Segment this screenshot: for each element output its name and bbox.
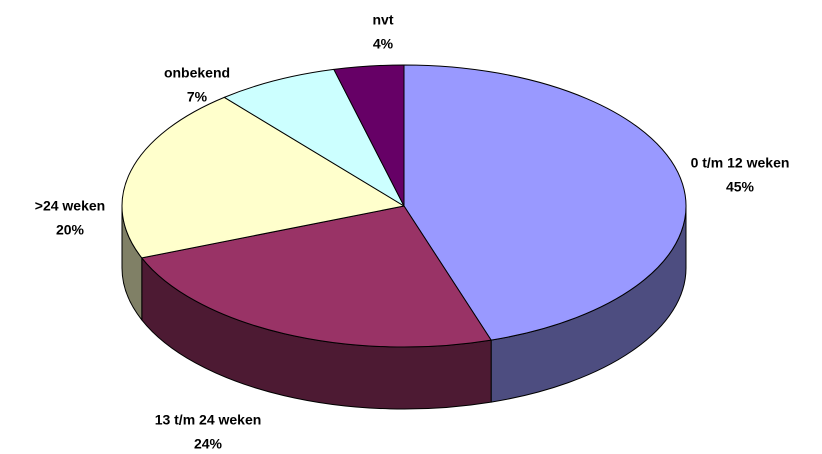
slice-value-label: 4%	[373, 36, 394, 52]
slice	[333, 64, 405, 207]
slice-value-label: 20%	[56, 222, 85, 238]
slice	[141, 205, 492, 348]
slice	[403, 64, 687, 341]
slice-value-label: 45%	[726, 179, 755, 195]
slice-label: 13 t/m 24 weken	[155, 412, 262, 428]
slice	[223, 68, 405, 207]
slice-value-label: 7%	[187, 89, 208, 105]
slice-value-label: 24%	[194, 436, 223, 452]
slice-label: 0 t/m 12 weken	[691, 155, 790, 171]
slice-label: onbekend	[164, 65, 230, 81]
slice-label: >24 weken	[35, 198, 105, 214]
slice	[121, 96, 405, 259]
slice-label: nvt	[373, 12, 394, 28]
